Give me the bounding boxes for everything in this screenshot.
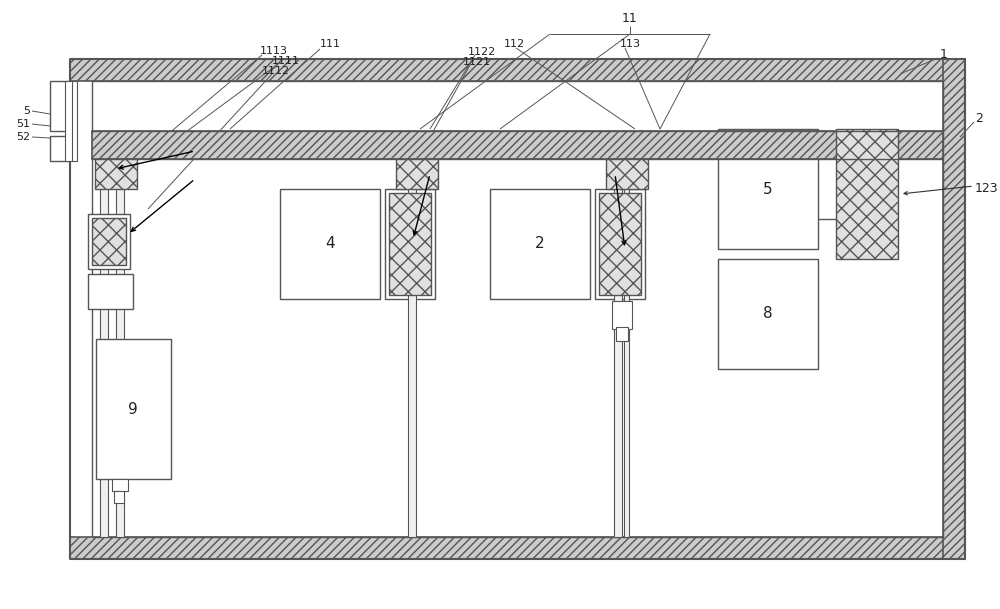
Text: 2: 2	[975, 113, 983, 125]
Text: 1113: 1113	[260, 46, 288, 56]
Bar	[65, 81, 73, 161]
Bar	[88, 274, 133, 309]
Text: 51: 51	[16, 119, 30, 129]
Bar	[88, 214, 130, 269]
Text: 1: 1	[940, 48, 948, 60]
Bar	[836, 129, 898, 259]
Bar	[95, 159, 137, 189]
Bar	[606, 159, 648, 189]
Text: 2: 2	[535, 236, 545, 252]
Text: 123: 123	[975, 183, 999, 195]
Bar	[616, 327, 628, 341]
Bar	[92, 81, 943, 131]
Text: 1111: 1111	[272, 56, 300, 66]
Bar	[92, 218, 126, 265]
Bar	[624, 159, 629, 537]
Bar	[114, 491, 124, 503]
Bar	[112, 479, 128, 491]
Bar	[70, 59, 965, 81]
Text: 1122: 1122	[468, 47, 496, 57]
Text: 113: 113	[620, 39, 641, 49]
Bar	[50, 81, 70, 131]
Text: 1121: 1121	[463, 57, 491, 67]
Bar	[96, 339, 171, 479]
Text: 4: 4	[325, 236, 335, 252]
Text: 1112: 1112	[262, 66, 290, 76]
Bar	[718, 129, 818, 249]
Bar	[408, 159, 416, 537]
Bar	[92, 131, 943, 159]
Text: 5: 5	[763, 181, 773, 197]
Bar	[614, 159, 622, 537]
Bar	[70, 537, 965, 559]
Bar	[116, 159, 124, 537]
Bar	[100, 159, 108, 537]
Text: 52: 52	[16, 132, 30, 142]
Bar	[280, 189, 380, 299]
Bar	[943, 59, 965, 559]
Bar	[92, 81, 943, 537]
Bar	[385, 189, 435, 299]
Text: 111: 111	[320, 39, 341, 49]
Bar	[50, 136, 70, 161]
Bar	[396, 159, 438, 189]
Text: 8: 8	[763, 306, 773, 322]
Text: 9: 9	[128, 401, 138, 417]
Text: 112: 112	[504, 39, 525, 49]
Text: 5: 5	[23, 106, 30, 116]
Text: 11: 11	[622, 13, 638, 26]
Bar	[490, 189, 590, 299]
Bar	[595, 189, 645, 299]
Bar	[72, 81, 77, 161]
Bar	[612, 301, 632, 329]
Bar	[389, 193, 431, 295]
Bar	[718, 259, 818, 369]
Bar	[599, 193, 641, 295]
